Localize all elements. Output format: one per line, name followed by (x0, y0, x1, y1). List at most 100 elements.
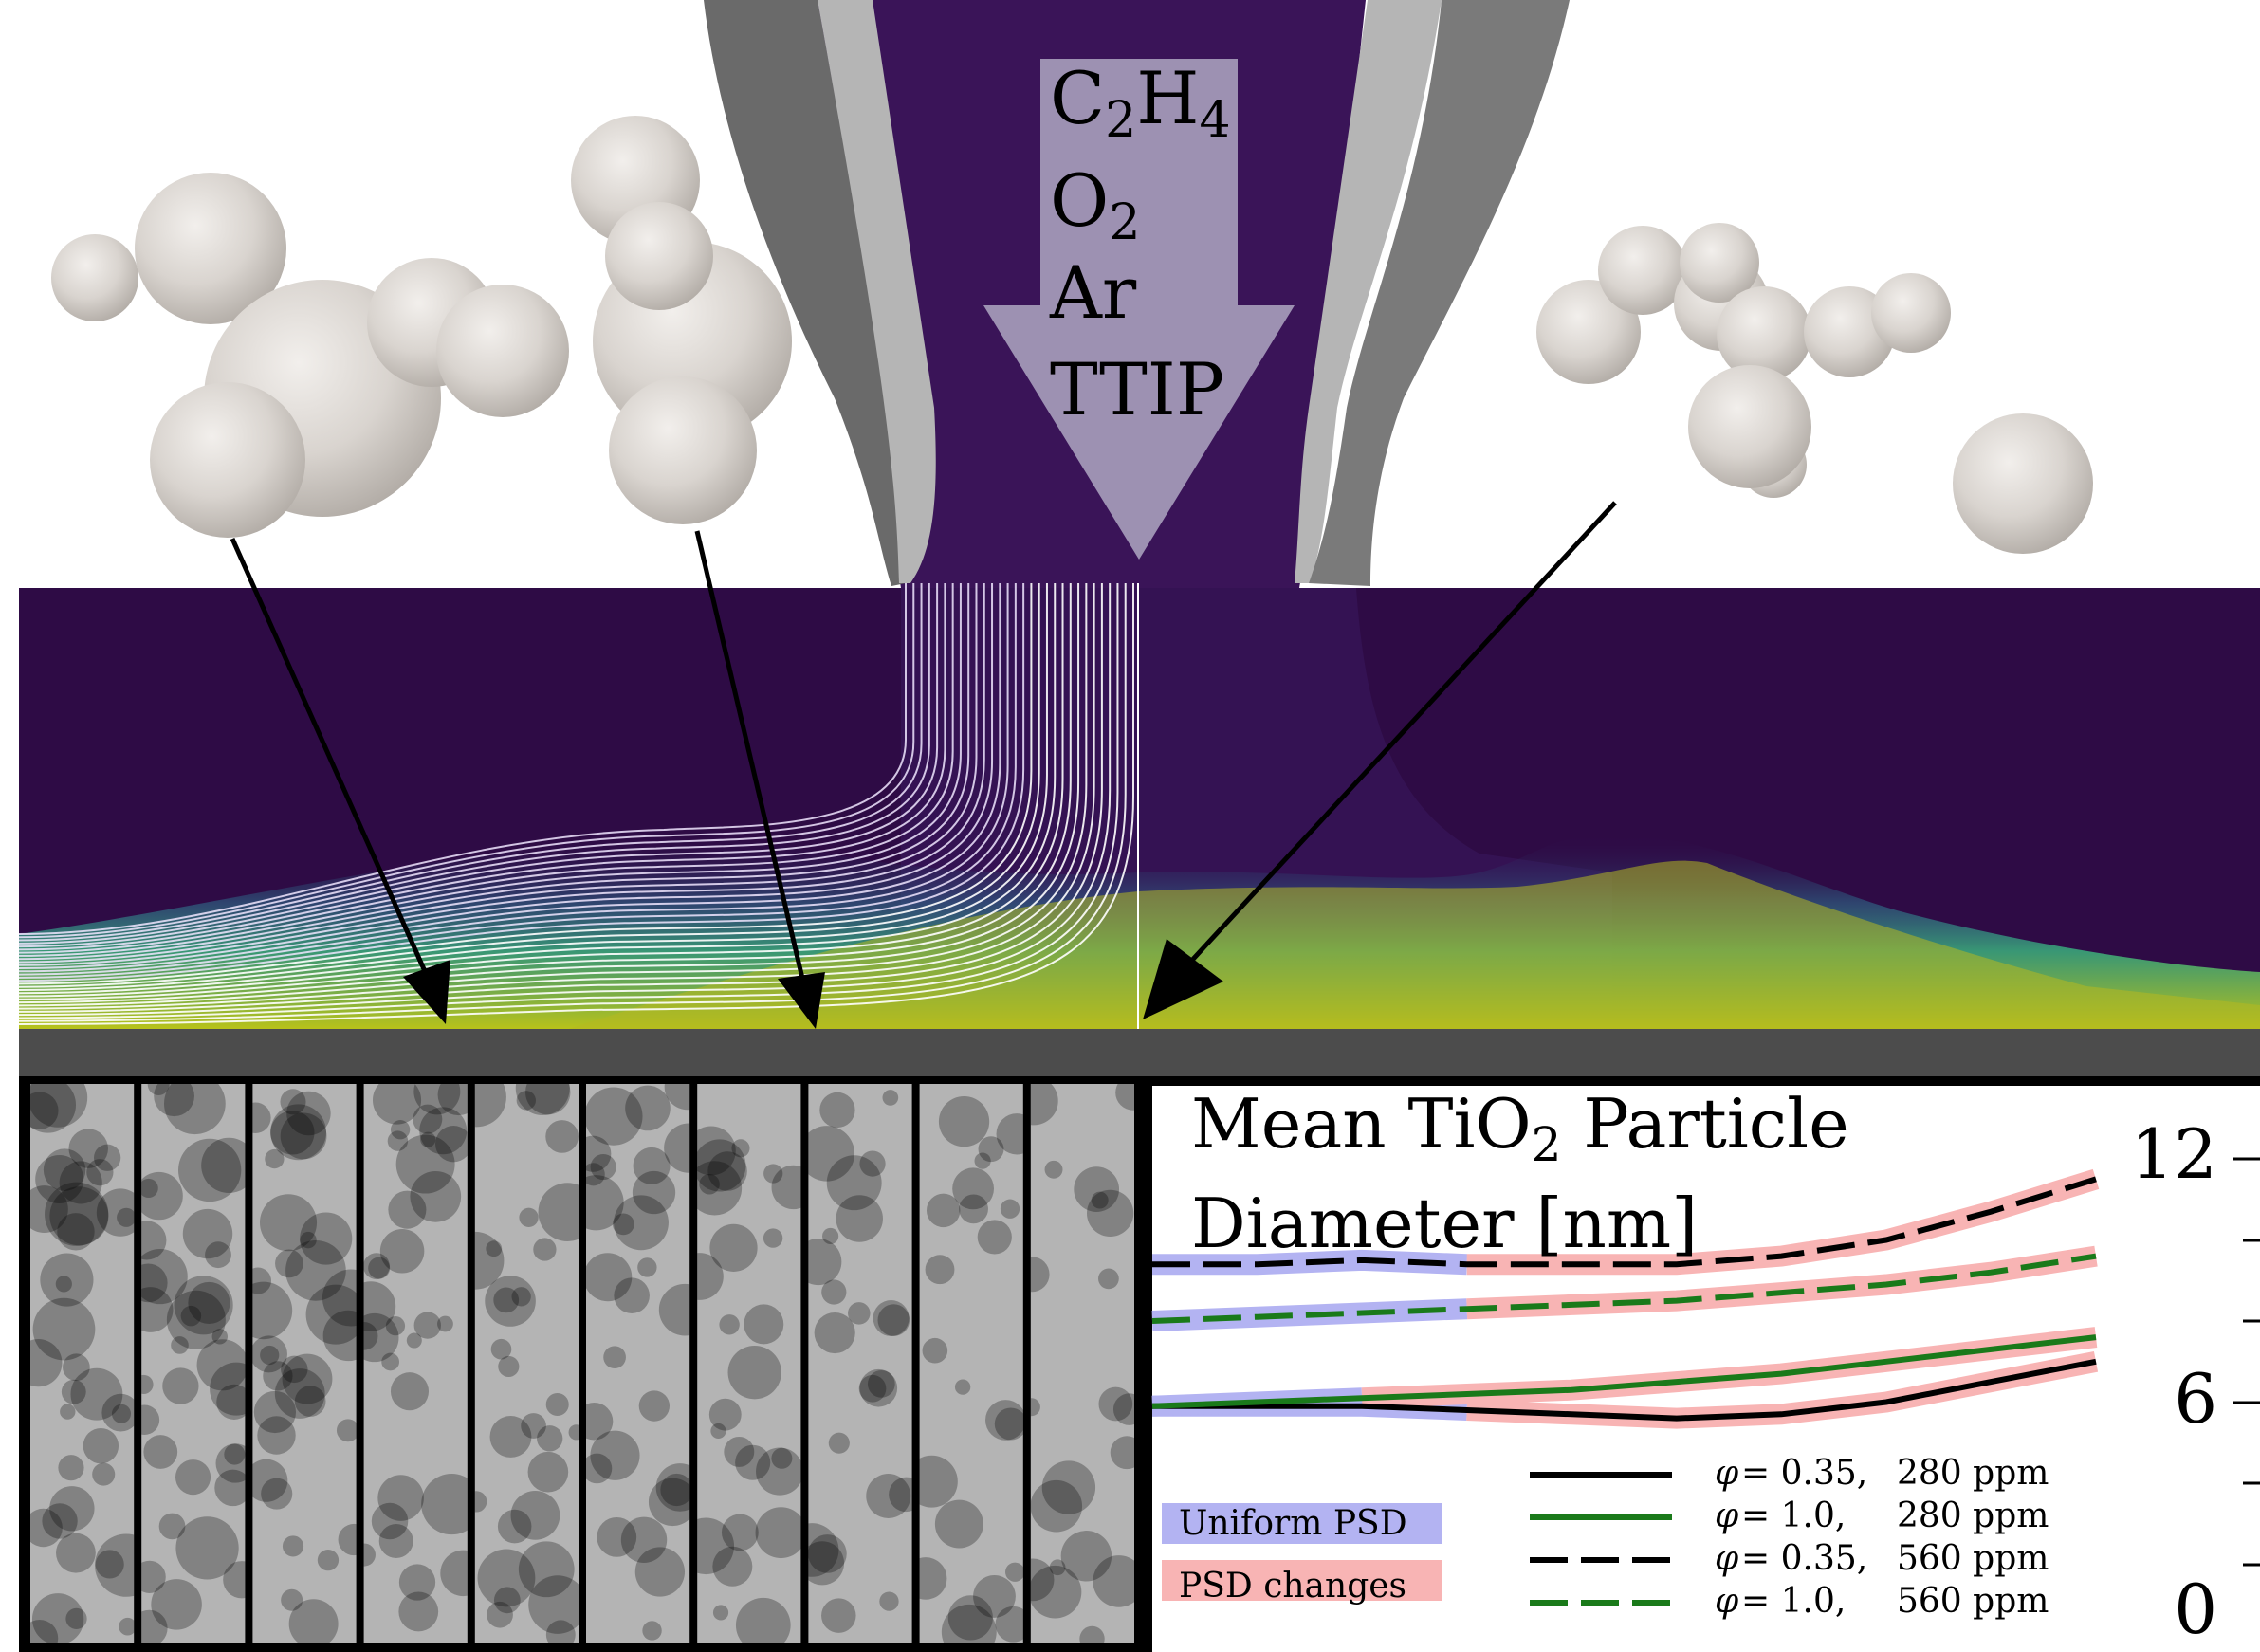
streamline (18, 583, 978, 964)
deposited-particle (808, 1541, 845, 1586)
deposited-particle (648, 1478, 690, 1527)
deposited-particle (1110, 1436, 1135, 1470)
deposited-particle (211, 1329, 229, 1345)
deposited-particle (141, 1178, 158, 1199)
deposited-particle (1030, 1398, 1040, 1417)
deposited-particle (697, 1139, 746, 1192)
deposited-particle (300, 1212, 353, 1265)
deposited-particle (586, 1253, 633, 1302)
pointer-arrows (230, 501, 1617, 988)
deposited-particle (707, 1151, 747, 1191)
nozzle-wall-right-outer (1309, 0, 1570, 586)
deposited-particle (154, 1084, 194, 1117)
deposited-particle (398, 1591, 439, 1632)
legend-ppm: 280 ppm (1897, 1454, 2049, 1493)
deposited-particle (65, 1607, 87, 1630)
species-ar: Ar (1049, 250, 1137, 335)
y-tick-12: 12 (2130, 1114, 2217, 1194)
deposited-particle (664, 1123, 690, 1173)
deposited-particle (545, 1620, 576, 1643)
deposited-particle (223, 1561, 246, 1599)
deposited-particle (252, 1335, 287, 1373)
deposited-particle (867, 1369, 895, 1398)
nozzle-wall-left-inner (818, 0, 936, 583)
deposited-particle (413, 1312, 441, 1339)
deposited-particle (275, 1249, 303, 1278)
deposited-particle (877, 1304, 910, 1336)
deposition-panel (363, 1084, 468, 1643)
deposited-particle (363, 1281, 396, 1331)
plot-lines (1151, 1168, 2100, 1429)
deposited-particle (1060, 1531, 1112, 1582)
deposited-particle (68, 1129, 108, 1168)
deposition-panels (30, 1084, 1135, 1643)
plot-title-line1: Mean TiO2 Particle (1191, 1084, 1849, 1172)
streamline (18, 583, 1127, 1022)
streamline (18, 583, 1088, 1007)
deposited-particle (474, 1491, 487, 1513)
deposited-particle (31, 1593, 84, 1643)
deposited-particle (390, 1372, 430, 1411)
deposited-particle (952, 1167, 995, 1210)
deposited-particle (477, 1549, 536, 1607)
streamline (18, 583, 939, 948)
y-tick-0: 0 (2174, 1569, 2217, 1649)
deposited-particle (305, 1284, 357, 1345)
deposited-particle (158, 1513, 186, 1540)
deposited-particle (30, 1185, 68, 1234)
deposited-particle (821, 1279, 847, 1305)
arrow-head-1 (403, 960, 450, 1024)
streamline (18, 583, 1095, 1010)
legend-phi: φ (1715, 1582, 1739, 1621)
particle-cluster-middle (571, 116, 792, 524)
deposited-particle (175, 1516, 239, 1580)
series-line (1152, 1176, 2097, 1268)
deposition-panel (252, 1084, 357, 1643)
deposited-particle (710, 1423, 726, 1440)
deposited-particle (30, 1619, 59, 1643)
streamline (18, 583, 1033, 985)
deposited-particle (437, 1315, 453, 1332)
deposited-particle (498, 1355, 520, 1378)
deposited-particle (30, 1084, 88, 1128)
deposited-particle (527, 1451, 569, 1493)
deposited-particle (744, 1304, 784, 1345)
deposited-particle (141, 1404, 160, 1435)
deposited-particle (586, 1087, 643, 1146)
inflow-arrow (983, 59, 1295, 560)
deposited-particle (336, 1419, 357, 1442)
deposited-particle (188, 1281, 230, 1325)
deposited-particle (59, 1161, 102, 1204)
deposited-particle (111, 1404, 132, 1423)
deposited-particle (252, 1459, 288, 1502)
deposited-particle (922, 1337, 948, 1364)
deposited-particle (63, 1353, 90, 1382)
deposited-particle (379, 1229, 425, 1274)
deposited-particle (117, 1207, 135, 1227)
series-line (1152, 1358, 2097, 1422)
streamline (18, 583, 1112, 1017)
deposited-particle (1093, 1555, 1135, 1607)
deposited-particle (141, 1248, 188, 1305)
deposited-particle (925, 1255, 955, 1285)
nozzle-wall-left-outer (704, 0, 906, 586)
deposited-particle (196, 1339, 246, 1391)
deposited-particle (373, 1084, 422, 1125)
deposited-particle (763, 1164, 783, 1184)
deposited-particle (378, 1524, 413, 1558)
deposited-particle (735, 1444, 771, 1480)
streamline (18, 583, 1009, 976)
deposited-particle (719, 1314, 740, 1335)
deposited-particle (954, 1379, 971, 1395)
deposited-particle (363, 1543, 376, 1567)
deposited-particle (519, 1207, 539, 1227)
legend-phi-value: = 1.0, (1741, 1496, 1846, 1535)
streamline (18, 583, 1119, 1019)
deposited-particle (977, 1220, 1012, 1255)
deposited-particle (586, 1175, 624, 1231)
deposited-particle (882, 1090, 899, 1106)
deposited-particle (413, 1104, 443, 1134)
deposited-particle (92, 1462, 116, 1486)
deposited-particle (381, 1352, 400, 1371)
deposited-particle (866, 1474, 911, 1518)
